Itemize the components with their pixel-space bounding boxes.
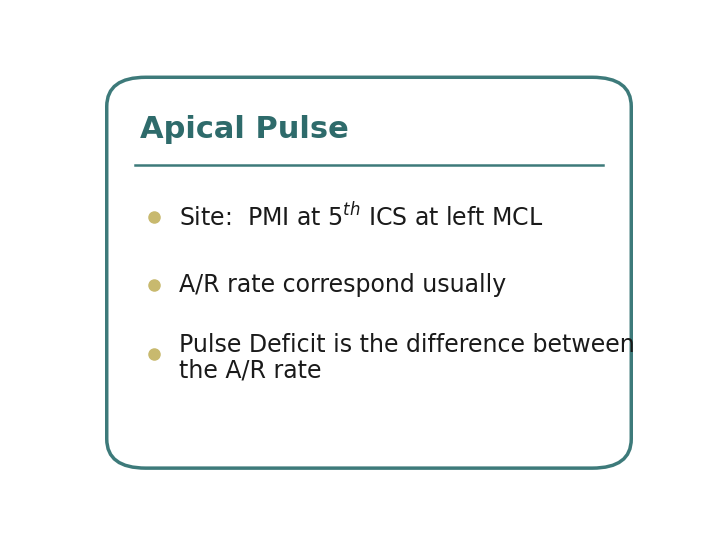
Text: Apical Pulse: Apical Pulse [140,114,349,144]
Text: the A/R rate: the A/R rate [179,359,322,382]
Text: Site:  PMI at 5$^{th}$ ICS at left MCL: Site: PMI at 5$^{th}$ ICS at left MCL [179,202,544,231]
FancyBboxPatch shape [107,77,631,468]
Text: Pulse Deficit is the difference between: Pulse Deficit is the difference between [179,334,635,357]
Text: A/R rate correspond usually: A/R rate correspond usually [179,273,507,297]
